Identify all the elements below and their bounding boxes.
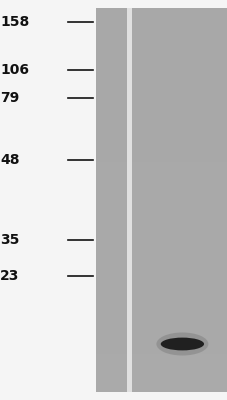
Bar [132,85,227,123]
Text: 48: 48 [0,153,20,167]
Bar [132,354,227,392]
Bar [132,315,227,354]
Bar [95,200,126,238]
Bar [132,123,227,162]
Text: 35: 35 [0,233,19,247]
Bar [95,46,126,85]
Text: 23: 23 [0,269,19,283]
Bar [95,8,126,392]
Ellipse shape [156,332,207,356]
Text: 106: 106 [0,63,29,77]
Bar [132,162,227,200]
Text: 158: 158 [0,15,29,29]
Bar [132,46,227,85]
Bar [126,8,132,392]
Text: 79: 79 [0,91,19,105]
Bar [95,8,126,46]
Bar [95,277,126,315]
Bar [95,238,126,277]
Bar [95,162,126,200]
Bar [95,354,126,392]
Bar [132,277,227,315]
Bar [95,85,126,123]
Ellipse shape [160,338,203,350]
Bar [95,123,126,162]
Bar [132,8,227,392]
Bar [132,200,227,238]
Bar [132,238,227,277]
Bar [132,8,227,46]
Bar [95,315,126,354]
